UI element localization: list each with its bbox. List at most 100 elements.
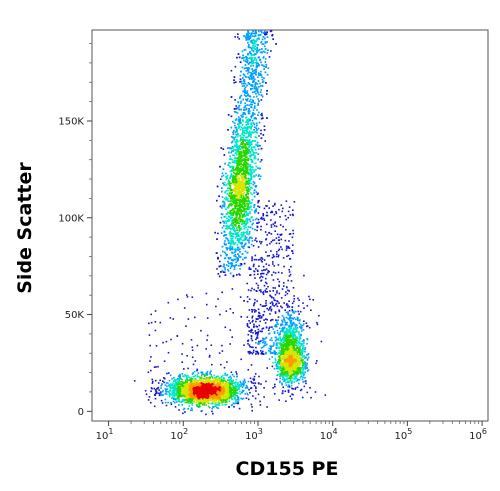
data-point (179, 377, 181, 379)
data-point (243, 94, 246, 96)
data-point (226, 388, 228, 390)
data-point (194, 398, 197, 400)
data-point (222, 374, 224, 377)
data-point (177, 400, 180, 402)
data-point (239, 217, 241, 220)
data-point (237, 161, 239, 163)
data-point (185, 381, 187, 383)
data-point (159, 393, 161, 395)
data-point (255, 58, 257, 61)
data-point (178, 383, 181, 386)
data-point (183, 395, 186, 397)
data-point (253, 192, 255, 194)
data-point (190, 393, 193, 395)
data-point (250, 380, 252, 383)
data-point (175, 384, 178, 387)
data-point (211, 395, 213, 398)
data-point (203, 373, 205, 376)
data-point (170, 383, 172, 385)
data-point (238, 230, 241, 232)
data-point (200, 402, 202, 404)
data-point (251, 193, 254, 196)
data-point (244, 36, 247, 38)
data-point (222, 382, 224, 385)
data-point (188, 405, 191, 407)
data-point (253, 169, 256, 172)
data-point (194, 396, 196, 399)
data-point (226, 177, 229, 180)
data-point (214, 392, 217, 394)
data-point (241, 206, 244, 209)
data-point (234, 381, 237, 383)
data-point (249, 133, 251, 136)
data-point (254, 45, 256, 47)
data-point (160, 399, 163, 402)
data-point (223, 205, 226, 208)
data-point (219, 395, 222, 397)
data-point (197, 372, 200, 374)
data-point (205, 392, 208, 395)
data-point (235, 402, 237, 404)
data-point (257, 192, 259, 195)
data-point (217, 383, 220, 385)
data-point (201, 371, 204, 374)
data-point (237, 402, 240, 405)
data-point (234, 160, 237, 163)
data-point (247, 246, 250, 248)
data-point (227, 270, 230, 272)
data-point (212, 394, 215, 397)
data-point (198, 402, 200, 404)
data-point (253, 96, 255, 98)
data-point (244, 156, 247, 159)
data-point (200, 371, 202, 374)
data-point (242, 382, 244, 384)
data-point (235, 371, 237, 373)
data-point (197, 384, 200, 387)
data-point (205, 413, 207, 416)
data-point (233, 251, 236, 254)
data-point (250, 148, 253, 150)
data-point (246, 228, 249, 231)
data-point (198, 395, 200, 398)
data-point (196, 386, 198, 389)
data-point (229, 391, 231, 394)
data-point (212, 402, 214, 405)
data-point (244, 243, 246, 246)
data-point (157, 365, 159, 368)
data-point (217, 407, 219, 409)
data-point (197, 391, 199, 394)
data-point (178, 389, 181, 391)
data-point (186, 400, 189, 402)
data-point (248, 130, 251, 133)
data-point (214, 402, 216, 405)
data-point (249, 201, 251, 203)
data-point (219, 396, 222, 398)
data-point (207, 388, 209, 391)
data-point (187, 402, 190, 404)
data-point (186, 383, 189, 386)
data-point (251, 406, 253, 408)
data-point (242, 397, 245, 400)
data-point (198, 390, 200, 392)
data-point (238, 126, 240, 128)
data-point (232, 379, 234, 382)
data-point (229, 375, 232, 378)
data-point (238, 123, 240, 125)
data-point (241, 66, 244, 69)
data-point (173, 378, 176, 381)
data-point (186, 381, 188, 383)
data-point (225, 382, 227, 384)
data-point (185, 385, 187, 387)
data-point (225, 237, 228, 240)
data-point (264, 34, 267, 37)
data-point (241, 147, 244, 150)
data-point (255, 61, 258, 63)
data-point (179, 382, 181, 384)
data-point (250, 146, 253, 149)
data-point (190, 376, 192, 379)
data-point (237, 53, 240, 55)
data-point (212, 387, 214, 389)
data-point (182, 381, 184, 383)
data-point (179, 395, 181, 397)
data-point (211, 390, 214, 393)
